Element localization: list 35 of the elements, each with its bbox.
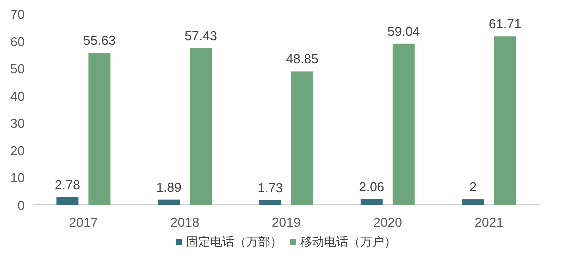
y-tick-label: 30 [10,116,25,132]
bar [56,197,79,205]
x-tick-label: 2017 [69,215,98,230]
data-label: 48.85 [286,52,319,67]
data-label: 2.06 [359,179,385,194]
bar [292,72,314,205]
data-label: 57.43 [184,28,218,44]
legend-label: 移动电话（万户） [300,235,396,249]
data-label: 2 [470,180,477,195]
bar [88,53,111,205]
data-label: 55.63 [83,33,116,48]
x-tick-label: 2018 [170,215,200,230]
data-label: 1.73 [258,180,284,196]
y-tick-label: 70 [10,7,25,22]
y-tick-label: 40 [10,88,25,104]
bar [190,48,212,205]
data-label: 2.78 [55,177,80,192]
data-label: 1.89 [156,180,182,195]
y-tick-label: 60 [10,34,25,50]
data-label: 59.04 [388,24,420,39]
data-label: 61.71 [489,16,522,32]
bar [392,44,415,205]
legend-label: 固定电话（万部） [186,235,282,249]
y-tick-label: 10 [10,170,25,186]
y-tick-label: 20 [10,143,25,158]
bar [158,200,180,205]
x-tick-label: 2019 [272,215,301,230]
bar [260,200,282,205]
bar [462,200,484,205]
x-tick-label: 2020 [373,215,402,230]
y-tick-label: 0 [18,198,25,213]
bar [360,199,383,205]
bar [494,36,516,205]
y-tick-label: 50 [10,62,25,77]
x-tick-label: 2021 [474,215,504,230]
